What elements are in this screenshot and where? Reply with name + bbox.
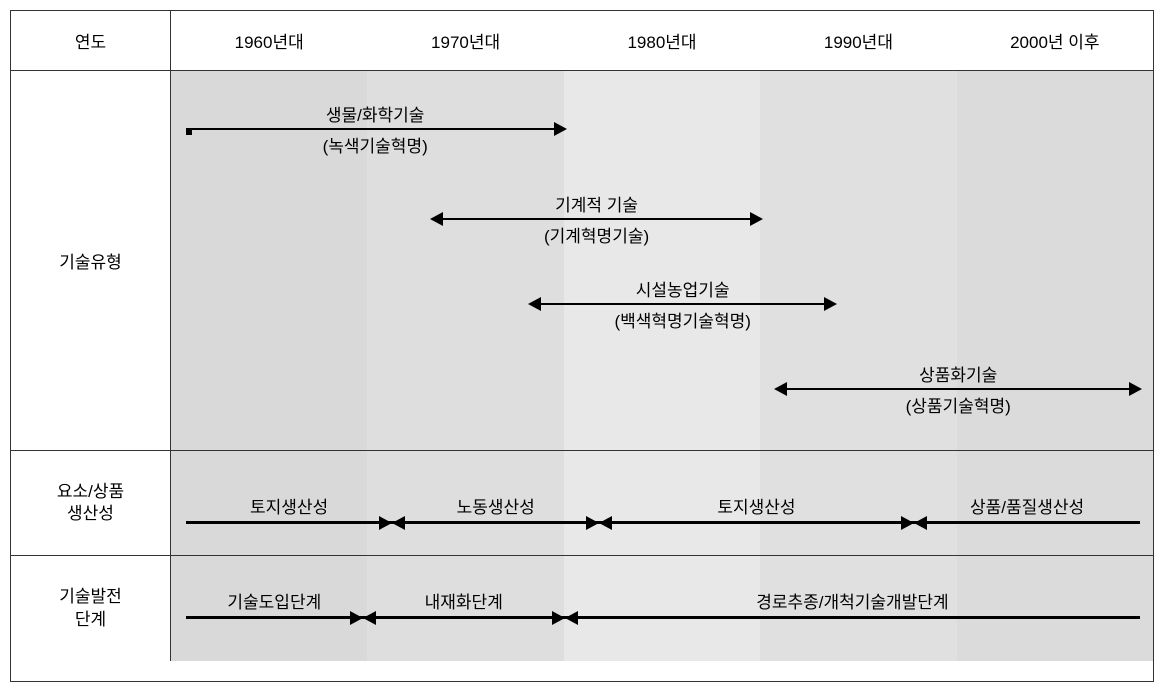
- stage-row: 기술발전 단계 기술도입단계 내재화단계 경로추종/개척기술개발단계: [11, 556, 1153, 661]
- productivity-arrow-left-2: [599, 516, 612, 530]
- tech-arrow-title-2: 시설농업기술: [636, 276, 730, 301]
- productivity-label-line2: 생산성: [67, 503, 114, 525]
- tech-arrow-title-3: 상품화기술: [919, 361, 997, 386]
- tech-arrow-2: 시설농업기술 (백색혁명기술혁명): [530, 276, 835, 332]
- productivity-arrow-right-0: [379, 516, 392, 530]
- tech-arrow-line-3: [776, 388, 1140, 390]
- stage-line-0: [186, 616, 363, 619]
- header-row-label: 연도: [11, 11, 171, 70]
- decade-1970: 1970년대: [367, 11, 563, 70]
- tech-arrow-subtitle-2: (백색혁명기술혁명): [614, 307, 750, 332]
- productivity-line-2: [599, 521, 914, 524]
- productivity-arrow-left-3: [914, 516, 927, 530]
- productivity-label-3: 상품/품질생산성: [970, 493, 1084, 518]
- stage-arrow-left-1: [363, 611, 376, 625]
- stage-label-0: 기술도입단계: [227, 588, 321, 613]
- tech-arrow-3: 상품화기술 (상품기술혁명): [776, 361, 1140, 417]
- tech-arrow-line-2: [530, 303, 835, 305]
- productivity-area: 토지생산성 노동생산성 토지생산성 상품/품질생산성: [171, 451, 1153, 555]
- tech-arrow-1: 기계적 기술 (기계혁명기술): [432, 191, 762, 247]
- bg-strip-2: [564, 556, 760, 661]
- tech-arrow-subtitle-3: (상품기술혁명): [906, 392, 1011, 417]
- tech-arrow-line-0: [186, 128, 565, 130]
- bg-strip-2: [564, 71, 760, 450]
- decade-1960: 1960년대: [171, 11, 367, 70]
- productivity-line-3: [914, 521, 1140, 524]
- productivity-arrow-left-1: [392, 516, 405, 530]
- productivity-label-0: 토지생산성: [250, 493, 328, 518]
- header-row: 연도 1960년대 1970년대 1980년대 1990년대 2000년 이후: [11, 11, 1153, 71]
- productivity-label: 요소/상품 생산성: [11, 451, 171, 555]
- stage-line-2: [565, 616, 1141, 619]
- stage-label: 기술발전 단계: [11, 556, 171, 661]
- stage-label-line2: 단계: [75, 609, 106, 631]
- stage-line-1: [363, 616, 565, 619]
- productivity-arrow-right-1: [586, 516, 599, 530]
- decade-2000: 2000년 이후: [957, 11, 1153, 70]
- stage-arrow-right-0: [350, 611, 363, 625]
- decade-1980: 1980년대: [564, 11, 760, 70]
- tech-type-label: 기술유형: [11, 71, 171, 450]
- decade-1990: 1990년대: [760, 11, 956, 70]
- tech-arrow-subtitle-0: (녹색기술혁명): [323, 132, 428, 157]
- stage-label-2: 경로추종/개척기술개발단계: [756, 588, 948, 613]
- header-cells: 1960년대 1970년대 1980년대 1990년대 2000년 이후: [171, 11, 1153, 70]
- productivity-arrow-right-2: [901, 516, 914, 530]
- tech-arrow-subtitle-1: (기계혁명기술): [544, 222, 649, 247]
- tech-arrow-title-0: 생물/화학기술: [326, 101, 425, 126]
- tech-arrow-title-1: 기계적 기술: [555, 191, 638, 216]
- stage-arrow-left-2: [565, 611, 578, 625]
- timeline-diagram: 연도 1960년대 1970년대 1980년대 1990년대 2000년 이후 …: [10, 10, 1154, 682]
- productivity-line-0: [186, 521, 393, 524]
- productivity-row: 요소/상품 생산성 토지생산성 노동생산성 토지생산성 상품/품질생산성: [11, 451, 1153, 556]
- tech-type-row: 기술유형 생물/화학기술 (녹색기술혁명) 기계적 기술 (기계혁명기술) 시설농업기술…: [11, 71, 1153, 451]
- productivity-label-1: 노동생산성: [457, 493, 535, 518]
- productivity-label-2: 토지생산성: [717, 493, 795, 518]
- productivity-line-1: [392, 521, 599, 524]
- stage-arrow-right-1: [552, 611, 565, 625]
- stage-label-1: 내재화단계: [425, 588, 503, 613]
- productivity-label-line1: 요소/상품: [57, 481, 124, 503]
- tech-arrow-0: 생물/화학기술 (녹색기술혁명): [186, 101, 565, 157]
- stage-area: 기술도입단계 내재화단계 경로추종/개척기술개발단계: [171, 556, 1153, 661]
- tech-arrow-line-1: [432, 218, 762, 220]
- stage-label-line1: 기술발전: [59, 586, 122, 608]
- tech-type-area: 생물/화학기술 (녹색기술혁명) 기계적 기술 (기계혁명기술) 시설농업기술 (백색혁명…: [171, 71, 1153, 450]
- bg-strip-4: [957, 556, 1153, 661]
